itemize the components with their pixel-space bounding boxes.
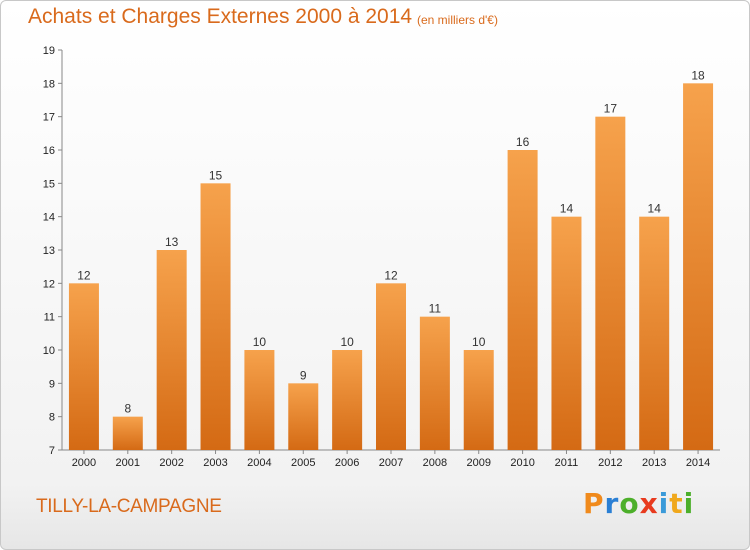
- data-label-2007: 12: [384, 268, 398, 282]
- axes: 7 8 9 10 11 12 13 14 15 16 17 18 19 2000 2001 2002 2003 2…: [43, 45, 720, 469]
- x-tick-label: 2014: [686, 457, 710, 469]
- x-tick-label: 2009: [466, 457, 490, 469]
- x-tick-label: 2012: [598, 457, 622, 469]
- y-tick-label: 7: [49, 445, 55, 457]
- y-tick-label: 15: [43, 178, 55, 190]
- bar-2014: [683, 83, 714, 450]
- bar-2005: [288, 383, 319, 450]
- chart-unit: (en milliers d'€): [417, 13, 498, 27]
- data-label-2014: 18: [691, 68, 705, 82]
- data-label-2008: 11: [429, 302, 442, 316]
- x-tick-label: 2000: [72, 457, 96, 469]
- data-label-2012: 17: [604, 102, 618, 116]
- y-tick-label: 19: [43, 45, 55, 57]
- data-label-2005: 9: [300, 368, 307, 382]
- data-label-2000: 12: [77, 268, 91, 282]
- y-tick-label: 17: [43, 112, 55, 124]
- bar-2009: [463, 350, 494, 450]
- data-label-2010: 16: [516, 135, 530, 149]
- x-tick-label: 2002: [159, 457, 183, 469]
- x-tick-label: 2001: [116, 457, 140, 469]
- y-tick-label: 12: [43, 278, 55, 290]
- x-tick-label: 2004: [247, 457, 271, 469]
- data-label-2011: 14: [560, 202, 574, 216]
- bar-2001: [112, 416, 143, 450]
- x-tick-label: 2006: [335, 457, 359, 469]
- y-tick-label: 13: [43, 245, 55, 257]
- data-label-2004: 10: [253, 335, 267, 349]
- bar-2004: [244, 350, 275, 450]
- commune-name: TILLY-LA-CAMPAGNE: [36, 496, 222, 517]
- bar-2007: [376, 283, 406, 450]
- y-tick-label: 18: [43, 78, 55, 90]
- x-tick-label: 2010: [510, 457, 534, 469]
- x-tick-label: 2011: [555, 457, 579, 469]
- y-tick-label: 11: [44, 312, 55, 324]
- bars: [68, 83, 714, 451]
- data-label-2006: 10: [340, 335, 354, 349]
- x-tick-label: 2013: [642, 457, 666, 469]
- bar-2011: [551, 216, 582, 450]
- data-label-2013: 14: [648, 202, 662, 216]
- y-tick-label: 9: [49, 378, 55, 390]
- bar-2008: [419, 316, 450, 450]
- data-labels: 12 8 13 15 10 9 10 12 11 10 16 14 17 14 18: [77, 68, 705, 415]
- y-tick-label: 10: [43, 345, 55, 357]
- data-label-2002: 13: [165, 235, 179, 249]
- bar-2006: [332, 350, 363, 450]
- chart-title: Achats et Charges Externes 2000 à 2014: [28, 5, 413, 28]
- x-tick-label: 2007: [379, 457, 403, 469]
- bar-2003: [200, 183, 231, 451]
- x-tick-label: 2003: [203, 457, 227, 469]
- bar-2012: [595, 116, 626, 451]
- bar-2002: [156, 250, 187, 450]
- y-tick-label: 14: [43, 212, 55, 224]
- x-tick-label: 2008: [423, 457, 447, 469]
- data-label-2001: 8: [124, 402, 131, 416]
- y-tick-label: 16: [43, 145, 55, 157]
- bar-2010: [507, 150, 538, 450]
- bar-2000: [68, 283, 99, 450]
- bar-2013: [639, 216, 670, 450]
- x-tick-label: 2005: [291, 457, 315, 469]
- data-label-2009: 10: [472, 335, 486, 349]
- proxiti-logo[interactable]: Proxiti: [583, 487, 695, 520]
- y-tick-label: 8: [49, 412, 55, 424]
- data-label-2003: 15: [209, 168, 223, 182]
